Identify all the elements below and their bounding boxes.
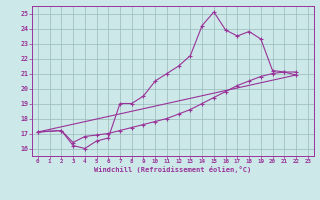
X-axis label: Windchill (Refroidissement éolien,°C): Windchill (Refroidissement éolien,°C) [94, 166, 252, 173]
